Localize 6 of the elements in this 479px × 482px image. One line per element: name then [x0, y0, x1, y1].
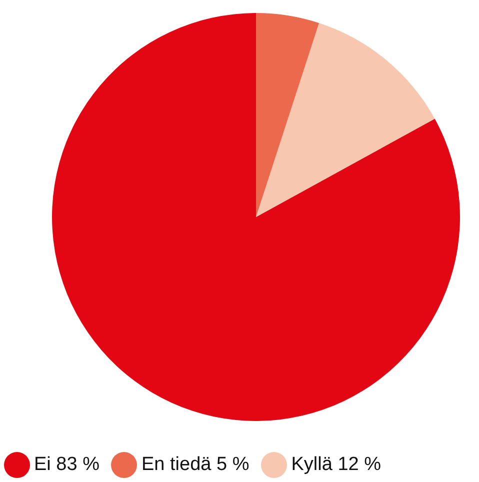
legend-label: Ei 83 %: [34, 454, 100, 476]
pie-slice: [256, 22, 435, 217]
legend-label: En tiedä 5 %: [141, 454, 250, 476]
legend-label: Kyllä 12 %: [291, 454, 382, 476]
pie-slice: [256, 13, 320, 217]
pie-slice: [52, 13, 460, 421]
